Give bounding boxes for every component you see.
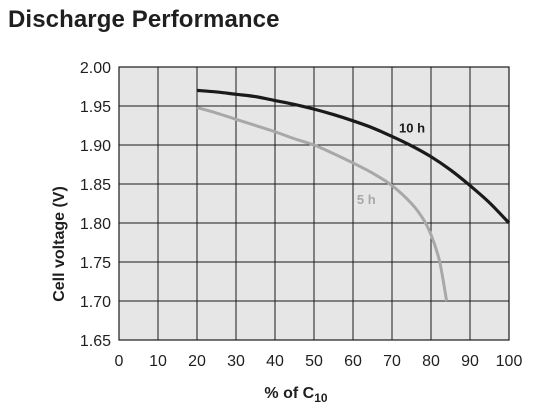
y-tick-label: 1.95: [80, 99, 111, 116]
y-tick-label: 1.85: [80, 177, 111, 194]
series-line-10h: [196, 88, 511, 225]
series-line-5h: [196, 106, 449, 302]
x-axis-label-subscript: 10: [314, 391, 328, 405]
grid-lines: [119, 67, 509, 340]
x-tick-label: 70: [383, 353, 401, 370]
x-tick-label: 80: [422, 353, 440, 370]
x-tick-labels: 0 10 20 30 40 50 60 70 80 90 100: [115, 353, 523, 370]
y-tick-label: 1.65: [80, 333, 111, 350]
x-tick-label: 10: [149, 353, 167, 370]
x-axis-label-main: % of C: [264, 385, 314, 402]
x-tick-label: 90: [461, 353, 479, 370]
series-label-10h: 10 h: [399, 120, 425, 135]
y-tick-label: 2.00: [80, 60, 111, 77]
x-tick-label: 20: [188, 353, 206, 370]
series-lines: [196, 88, 511, 302]
y-tick-label: 1.80: [80, 216, 111, 233]
x-tick-label: 100: [496, 353, 523, 370]
y-axis-label: Cell voltage (V): [51, 186, 68, 302]
x-axis-label: % of C10: [264, 385, 327, 405]
x-tick-label: 60: [344, 353, 362, 370]
y-tick-labels: 1.65 1.70 1.75 1.80 1.85 1.90 1.95 2.00: [80, 60, 111, 350]
plot-frame: [118, 66, 510, 341]
y-tick-label: 1.75: [80, 255, 111, 272]
x-tick-label: 0: [115, 353, 124, 370]
chart-title: Discharge Performance: [8, 6, 280, 33]
x-tick-label: 30: [227, 353, 245, 370]
x-tick-label: 40: [266, 353, 284, 370]
x-tick-label: 50: [305, 353, 323, 370]
y-tick-label: 1.90: [80, 138, 111, 155]
series-labels: 10 h 5 h: [357, 120, 425, 207]
y-tick-label: 1.70: [80, 294, 111, 311]
series-label-5h: 5 h: [357, 192, 376, 207]
